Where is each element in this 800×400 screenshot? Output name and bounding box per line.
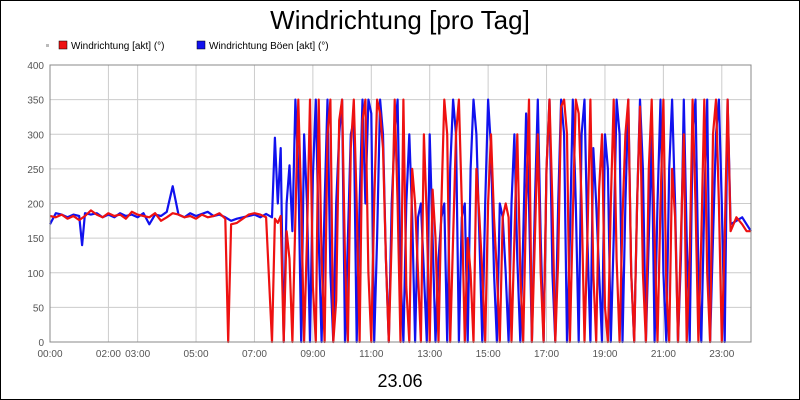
x-axis-ticks: 00:00 02:00 03:00 05:00 07:00 09:00 11:00 13:00… [37,349,734,360]
x-tick-label: 03:00 [125,349,150,360]
y-tick-label: 200 [27,200,44,211]
y-tick-label: 0 [38,338,44,349]
legend: Windrichtung [akt] (°) Windrichtung Böen… [46,40,329,52]
x-tick-label: 07:00 [242,349,267,360]
series-lines [49,98,752,344]
x-tick-label: 15:00 [476,349,501,360]
legend-swatch-1 [58,40,68,50]
legend-label-1: Windrichtung [akt] (°) [71,41,164,52]
series-line-2 [49,98,752,344]
x-tick-label: 13:00 [417,349,442,360]
x-tick-label: 05:00 [184,349,209,360]
y-tick-label: 350 [27,96,44,107]
y-tick-label: 250 [27,165,44,176]
legend-label-2: Windrichtung Böen [akt] (°) [209,41,329,52]
y-tick-label: 400 [27,61,44,72]
chart-title: Windrichtung [pro Tag] [270,5,530,35]
x-tick-label: 19:00 [592,349,617,360]
plot-area-border [49,64,752,343]
x-tick-label: 23:00 [709,349,734,360]
x-tick-label: 02:00 [96,349,121,360]
y-tick-label: 100 [27,269,44,280]
x-tick-label: 00:00 [37,349,62,360]
x-tick-label: 09:00 [300,349,325,360]
y-tick-label: 150 [27,234,44,245]
x-tick-label: 21:00 [651,349,676,360]
legend-marker-icon [46,44,49,47]
x-axis-label: 23.06 [377,371,422,391]
y-axis-ticks: 0 50 100 150 200 250 300 350 400 [27,61,44,349]
x-tick-label: 17:00 [534,349,559,360]
y-tick-label: 50 [33,303,45,314]
x-tick-label: 11:00 [359,349,384,360]
y-tick-label: 300 [27,130,44,141]
legend-swatch-2 [196,40,206,50]
